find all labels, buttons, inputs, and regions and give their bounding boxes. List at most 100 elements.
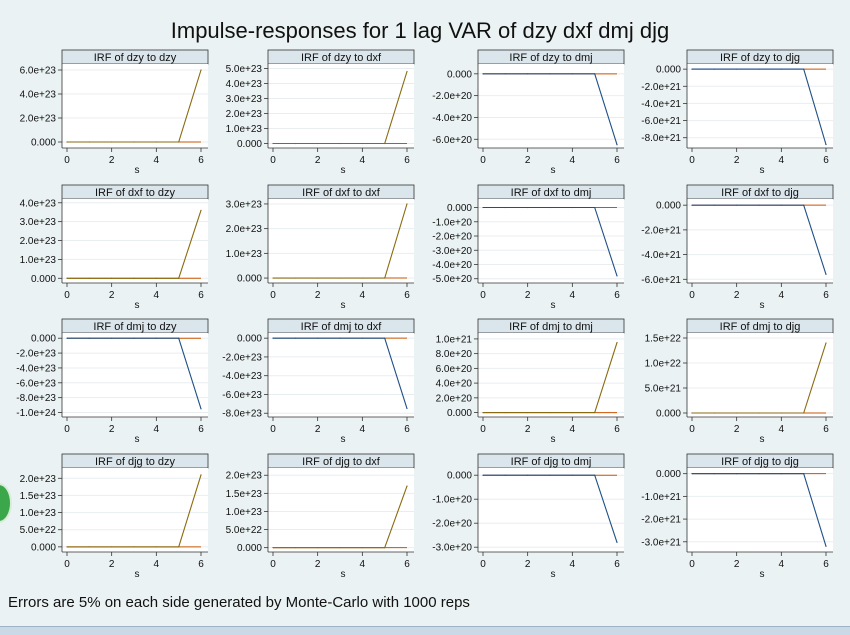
response-point xyxy=(88,277,90,279)
response-point xyxy=(616,275,618,277)
x-tick-label: 0 xyxy=(689,559,695,570)
response-point xyxy=(691,68,693,70)
response-point xyxy=(178,546,180,548)
x-tick-label: 6 xyxy=(404,155,410,166)
y-tick-label: -2.0e+20 xyxy=(432,91,472,102)
x-tick-label: 4 xyxy=(154,155,160,166)
response-point xyxy=(111,546,113,548)
panel-title: IRF of dzy to dxf xyxy=(301,52,382,64)
panel-title: IRF of dmj to dxf xyxy=(301,321,383,333)
response-point xyxy=(178,141,180,143)
response-point xyxy=(571,73,573,75)
figure-title: Impulse-responses for 1 lag VAR of dzy d… xyxy=(170,18,670,43)
x-axis-label: s xyxy=(760,569,765,580)
x-tick-label: 6 xyxy=(614,155,620,166)
response-point xyxy=(111,337,113,339)
y-tick-label: -6.0e+20 xyxy=(432,135,472,146)
x-tick-label: 4 xyxy=(779,424,785,435)
x-tick-label: 2 xyxy=(734,155,740,166)
response-point xyxy=(482,73,484,75)
plot-area xyxy=(268,333,414,417)
response-point xyxy=(294,547,296,549)
response-point xyxy=(780,473,782,475)
panel-title: IRF of dmj to dzy xyxy=(93,321,177,333)
x-axis-label: s xyxy=(135,434,140,445)
x-tick-label: 2 xyxy=(525,559,531,570)
irf-panel: IRF of djg to dzy 0.000 5.0e+22 1.0e+23 1.5e… xyxy=(20,453,209,580)
x-tick-label: 0 xyxy=(689,424,695,435)
response-point xyxy=(361,337,363,339)
panel-title: IRF of dxf to dmj xyxy=(511,187,592,199)
irf-panel: IRF of dxf to djg 0.000 -2.0e+21 -4.0e+21 -6… xyxy=(641,184,834,311)
response-point xyxy=(691,412,693,414)
response-point xyxy=(691,204,693,206)
response-point xyxy=(294,277,296,279)
response-point xyxy=(133,141,135,143)
response-point xyxy=(200,408,202,410)
y-tick-label: 3.0e+23 xyxy=(226,199,263,210)
y-tick-label: -6.0e+21 xyxy=(641,275,681,286)
x-axis-label: s xyxy=(135,300,140,311)
x-tick-label: 0 xyxy=(689,290,695,301)
plot-area xyxy=(62,64,208,148)
x-tick-label: 4 xyxy=(779,290,785,301)
plot-area xyxy=(268,468,414,552)
response-point xyxy=(616,541,618,544)
plot-area xyxy=(478,468,624,552)
response-point xyxy=(66,277,68,279)
response-point xyxy=(571,411,573,414)
x-tick-label: 6 xyxy=(823,424,829,435)
y-tick-label: -2.0e+23 xyxy=(16,349,56,360)
response-point xyxy=(66,546,68,548)
response-point xyxy=(339,337,341,339)
response-point xyxy=(178,337,180,339)
panel-title: IRF of dxf to dzy xyxy=(95,187,176,199)
x-tick-label: 0 xyxy=(480,424,486,435)
y-tick-label: -1.0e+24 xyxy=(16,408,56,419)
panel-title: IRF of dzy to djg xyxy=(720,52,800,64)
footnote: Errors are 5% on each side generated by … xyxy=(8,594,470,611)
response-point xyxy=(155,337,157,339)
response-point xyxy=(200,209,202,211)
response-point xyxy=(825,545,827,547)
response-point xyxy=(384,277,386,279)
response-point xyxy=(713,204,715,206)
x-tick-label: 0 xyxy=(689,155,695,166)
x-tick-label: 2 xyxy=(109,559,115,570)
y-tick-label: -2.0e+21 xyxy=(641,82,681,93)
response-point xyxy=(527,206,529,209)
y-tick-label: 0.000 xyxy=(237,334,262,345)
response-point xyxy=(527,73,529,75)
response-point xyxy=(780,204,782,206)
panel-title: IRF of dxf to dxf xyxy=(302,187,381,199)
x-tick-label: 0 xyxy=(64,424,70,435)
y-tick-label: 0.000 xyxy=(31,274,56,285)
x-tick-label: 0 xyxy=(480,559,486,570)
y-tick-label: -8.0e+23 xyxy=(16,393,56,404)
y-tick-label: -4.0e+20 xyxy=(432,260,472,271)
y-tick-label: 1.0e+21 xyxy=(436,334,473,345)
y-tick-label: 2.0e+23 xyxy=(226,224,263,235)
plot-area xyxy=(62,333,208,417)
x-axis-label: s xyxy=(341,165,346,176)
response-point xyxy=(272,277,274,279)
response-point xyxy=(780,412,782,414)
y-tick-label: 5.0e+23 xyxy=(226,64,263,75)
response-point xyxy=(571,474,573,476)
y-tick-label: 2.0e+23 xyxy=(20,474,57,485)
y-tick-label: -4.0e+21 xyxy=(641,250,681,261)
response-point xyxy=(736,412,738,414)
response-point xyxy=(713,412,715,414)
response-point xyxy=(713,473,715,475)
panel-title: IRF of dmj to djg xyxy=(720,321,801,333)
response-point xyxy=(713,68,715,70)
response-point xyxy=(294,337,296,339)
irf-panel: IRF of djg to dmj 0.000 -1.0e+20 -2.0e+20 -3… xyxy=(432,453,625,580)
y-tick-label: -3.0e+20 xyxy=(432,246,472,257)
response-point xyxy=(504,411,506,414)
response-point xyxy=(803,204,805,206)
y-tick-label: 4.0e+23 xyxy=(20,90,57,101)
response-point xyxy=(825,143,827,146)
y-tick-label: 2.0e+20 xyxy=(436,393,473,404)
